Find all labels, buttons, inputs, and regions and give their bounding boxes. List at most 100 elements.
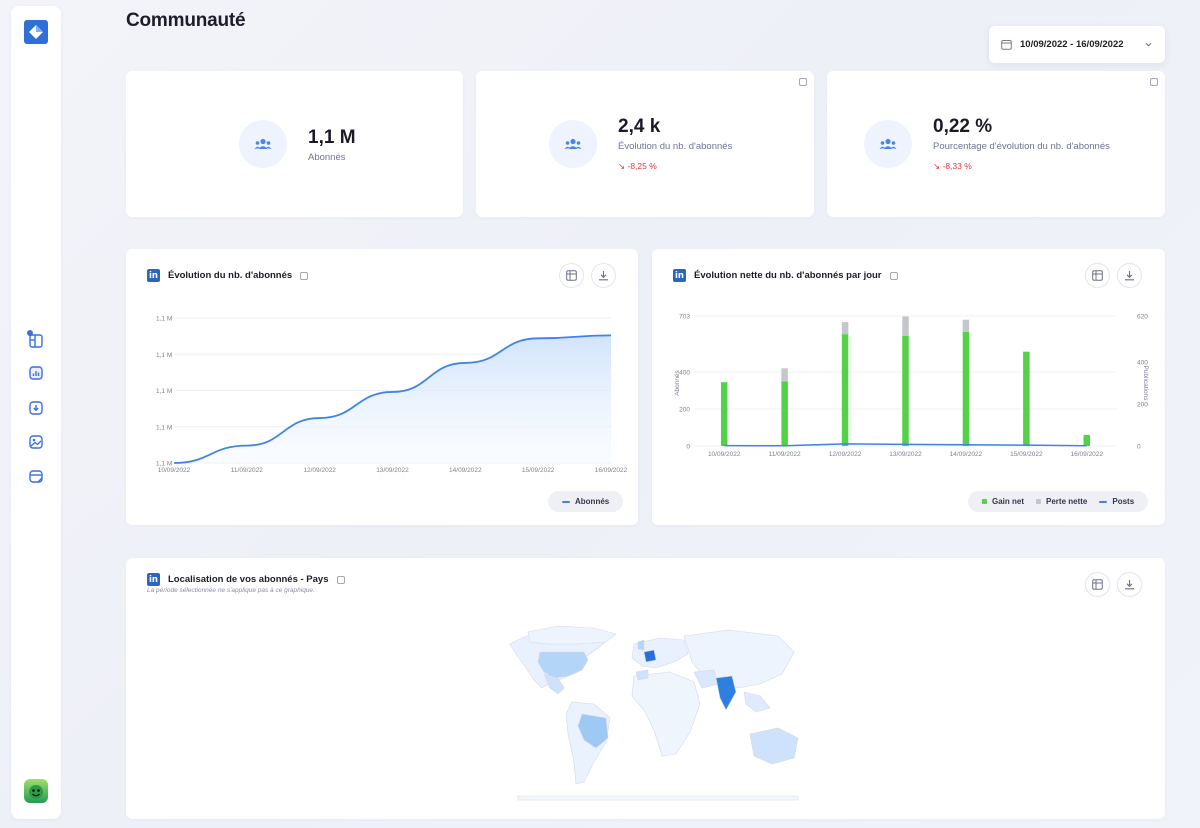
legend-swatch [982, 499, 987, 504]
map-region-india [715, 675, 737, 711]
avatar[interactable] [24, 779, 48, 803]
info-icon[interactable] [300, 271, 309, 280]
dashboard-icon[interactable] [27, 332, 45, 350]
legend-label: Perte nette [1046, 497, 1088, 506]
followers-chart-card: in Évolution du nb. d'abonnés 1,1 M 1,1 M… [126, 249, 638, 525]
download-chart-button[interactable] [1117, 263, 1142, 288]
date-range-picker[interactable]: 10/09/2022 - 16/09/2022 [989, 26, 1165, 63]
calendar-icon[interactable] [27, 467, 45, 485]
kpi-delta: ↘ -8,33 % [933, 161, 972, 172]
table-view-button[interactable] [559, 263, 584, 288]
table-icon [1092, 579, 1103, 590]
kpi-label: Évolution du nb. d'abonnés [618, 141, 733, 152]
map-region-antarctica [517, 795, 799, 801]
y-left-tick-label: 400 [679, 370, 690, 377]
media-icon[interactable] [27, 433, 45, 451]
map-region-middle-east [693, 669, 719, 689]
sidebar [11, 6, 61, 819]
analytics-icon[interactable] [27, 364, 45, 382]
y-tick-label: 1,1 M [156, 316, 172, 323]
chevron-down-icon [1145, 42, 1152, 47]
page-title: Communauté [126, 10, 246, 31]
table-icon [1092, 270, 1103, 281]
app-logo-icon[interactable] [24, 20, 48, 44]
kpi-label: Abonnés [308, 152, 346, 163]
download-icon [1125, 271, 1134, 281]
chart-title: Évolution nette du nb. d'abonnés par jou… [694, 270, 882, 281]
country-map-card: in Localisation de vos abonnés - Pays La… [126, 558, 1165, 819]
map-region-uk [637, 639, 645, 651]
x-tick-label: 13/09/2022 [889, 451, 922, 458]
users-icon [239, 120, 287, 168]
y-left-tick-label: 703 [679, 314, 690, 321]
chart-legend: Abonnés [548, 491, 624, 512]
series-area-followers [174, 335, 611, 463]
chart-header: in Évolution du nb. d'abonnés [147, 269, 309, 282]
map-region-usa [537, 651, 589, 679]
y-right-tick-label: 0 [1137, 444, 1141, 451]
world-map[interactable] [498, 622, 818, 802]
bar-gain [962, 331, 970, 446]
y-left-tick-label: 200 [679, 407, 690, 414]
kpi-delta: ↘ -8,25 % [618, 161, 657, 172]
y-tick-label: 1,1 M [156, 461, 172, 468]
y-tick-label: 1,1 M [156, 424, 172, 431]
bar-gain [720, 382, 728, 446]
info-icon[interactable] [799, 78, 807, 86]
legend-item-followers[interactable]: Abonnés [562, 497, 609, 506]
kpi-value: 0,22 % [933, 116, 993, 137]
legend-label: Gain net [992, 497, 1025, 506]
table-view-button[interactable] [1085, 572, 1110, 597]
legend-swatch [1099, 500, 1108, 503]
x-tick-label: 10/09/2022 [708, 451, 741, 458]
net-evolution-bar-chart: 0 200 400 703 0 200 400 620 Abonnés Publications 1… [674, 314, 1149, 459]
legend-swatch [562, 500, 570, 503]
map-region-southeast-asia [743, 691, 771, 713]
y-right-axis-label: Publications [1142, 365, 1149, 401]
notification-dot [27, 330, 33, 336]
legend-item-loss[interactable]: Perte nette [1036, 497, 1087, 506]
y-right-tick-label: 400 [1137, 360, 1148, 367]
date-range-label: 10/09/2022 - 16/09/2022 [1020, 39, 1124, 50]
kpi-delta-value: -8,33 % [942, 161, 972, 171]
download-chart-button[interactable] [1117, 572, 1142, 597]
kpi-label: Pourcentage d'évolution du nb. d'abonnés [933, 141, 1110, 152]
linkedin-icon: in [147, 573, 160, 586]
y-left-axis-label: Abonnés [674, 369, 681, 395]
download-icon [599, 271, 608, 281]
bar-gain [902, 335, 909, 446]
followers-area-chart: 1,1 M1,1 M1,1 M1,1 M1,1 M10/09/2022 11/09… [156, 316, 628, 475]
legend-label: Abonnés [575, 497, 610, 506]
x-tick-label: 14/09/2022 [950, 451, 983, 458]
kpi-card-follower-evolution-percent: 0,22 % Pourcentage d'évolution du nb. d'… [827, 71, 1165, 217]
bar-loss [962, 319, 970, 332]
x-tick-label: 15/09/2022 [522, 467, 555, 474]
info-icon[interactable] [336, 575, 345, 584]
table-icon [566, 270, 577, 281]
series-line-followers [173, 334, 612, 464]
users-icon [864, 120, 912, 168]
kpi-card-followers: 1,1 M Abonnés [126, 71, 463, 217]
x-tick-label: 16/09/2022 [595, 467, 628, 474]
users-icon [549, 120, 597, 168]
chart-legend: Gain net Perte nette Posts [968, 491, 1149, 512]
trend-down-icon: ↘ [933, 161, 941, 171]
download-icon[interactable] [27, 399, 45, 417]
x-tick-label: 13/09/2022 [376, 467, 409, 474]
x-tick-label: 10/09/2022 [158, 467, 191, 474]
bar-gain [781, 381, 788, 446]
table-view-button[interactable] [1085, 263, 1110, 288]
series-line-posts [724, 443, 1087, 447]
legend-item-posts[interactable]: Posts [1099, 497, 1134, 506]
bar-gain [1083, 434, 1091, 446]
info-icon[interactable] [1150, 78, 1158, 86]
bar-gain [1023, 351, 1030, 446]
map-region-mexico [543, 673, 565, 695]
y-right-tick-label: 200 [1137, 402, 1148, 409]
map-region-australia [749, 727, 799, 765]
legend-label: Posts [1112, 497, 1135, 506]
download-chart-button[interactable] [591, 263, 616, 288]
legend-item-gain[interactable]: Gain net [982, 497, 1024, 506]
map-region-morocco [635, 669, 649, 681]
info-icon[interactable] [889, 271, 898, 280]
